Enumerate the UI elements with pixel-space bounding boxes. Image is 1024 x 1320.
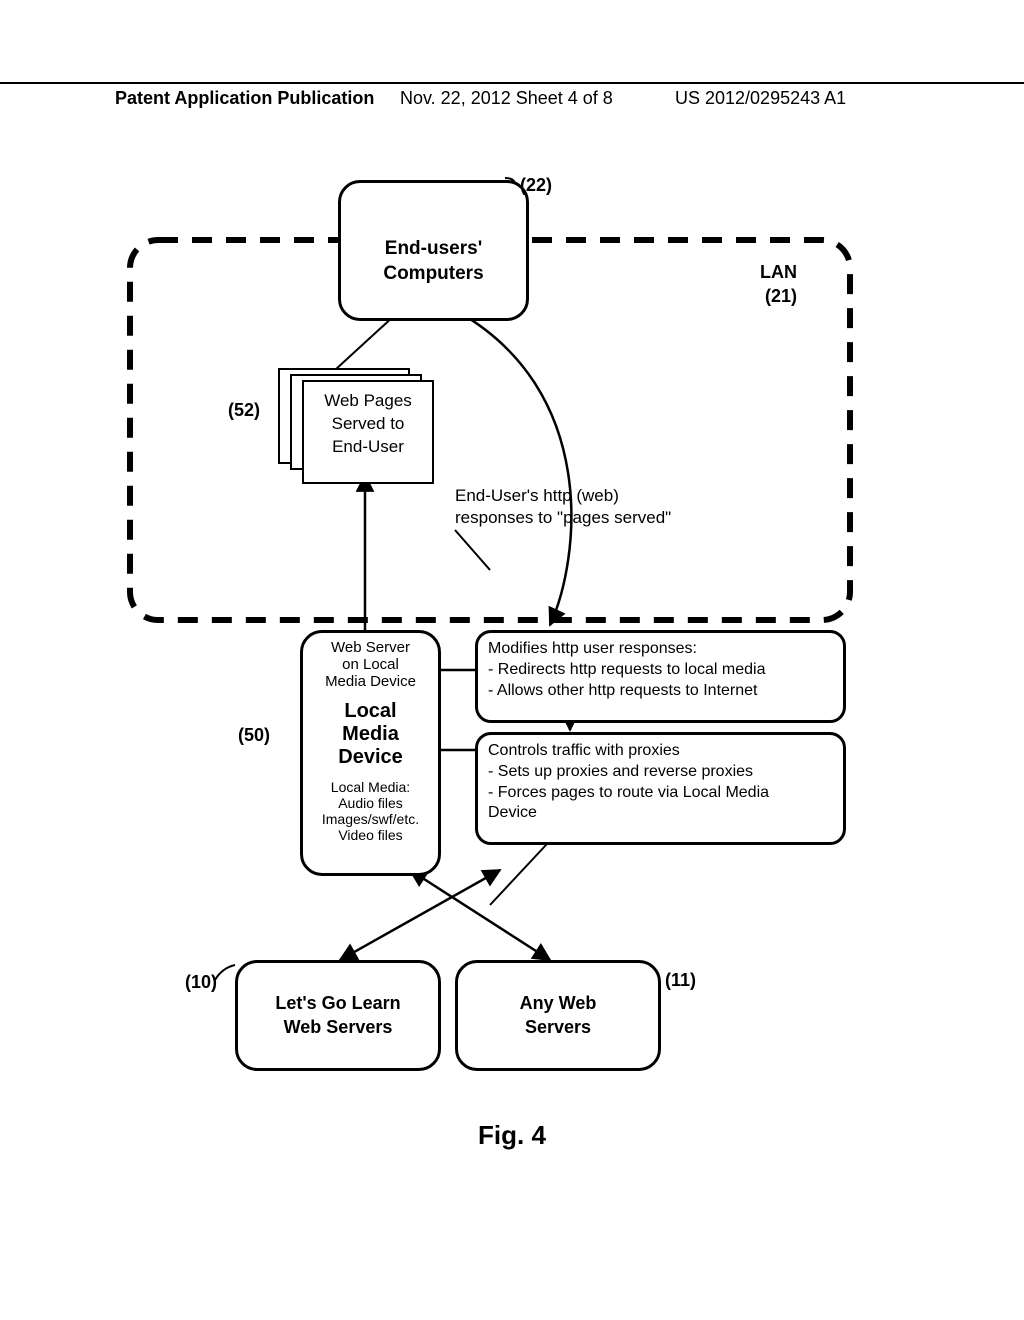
mod-l1: Modifies http user responses:	[488, 639, 833, 660]
lgl-l1: Let's Go Learn	[238, 993, 438, 1014]
label-10: (10)	[185, 972, 217, 993]
label-22: (22)	[520, 175, 552, 196]
any-web-box: Any Web Servers	[455, 960, 661, 1071]
figure-label: Fig. 4	[0, 1120, 1024, 1151]
lmd-s2: Audio files	[303, 795, 438, 811]
lmd-l3: Media Device	[303, 673, 438, 690]
label-50: (50)	[238, 725, 270, 746]
lgl-box: Let's Go Learn Web Servers	[235, 960, 441, 1071]
label-52: (52)	[228, 400, 260, 421]
label-21: (21)	[765, 286, 797, 307]
mod-l3: - Allows other http requests to Internet	[488, 681, 833, 702]
mod-l2: - Redirects http requests to local media	[488, 660, 833, 681]
any-l1: Any Web	[458, 993, 658, 1014]
webpages-l1: Web Pages	[304, 390, 432, 413]
modifies-box: Modifies http user responses: - Redirect…	[475, 630, 846, 723]
proxy-l1: Controls traffic with proxies	[488, 741, 833, 762]
end-users-line2: Computers	[341, 263, 526, 285]
lmd-b3: Device	[303, 746, 438, 769]
header-mid: Nov. 22, 2012 Sheet 4 of 8	[400, 88, 613, 109]
responses-l1: End-User's http (web)	[455, 485, 671, 507]
local-media-box: Web Server on Local Media Device Local M…	[300, 630, 441, 876]
end-users-line1: End-users'	[341, 238, 526, 260]
webpages-l2: Served to	[304, 413, 432, 436]
lmd-l2: on Local	[303, 656, 438, 673]
header-right: US 2012/0295243 A1	[675, 88, 846, 109]
label-11: (11)	[665, 970, 696, 991]
responses-label: End-User's http (web) responses to "page…	[455, 485, 671, 529]
proxy-l2: - Sets up proxies and reverse proxies	[488, 762, 833, 783]
page: Patent Application Publication Nov. 22, …	[0, 0, 1024, 1320]
label-lan: LAN	[760, 262, 797, 283]
webpages-box: Web Pages Served to End-User	[302, 380, 434, 484]
header-left: Patent Application Publication	[115, 88, 374, 109]
end-users-box: End-users' Computers	[338, 180, 529, 321]
lmd-s3: Images/swf/etc.	[303, 811, 438, 827]
lmd-s1: Local Media:	[303, 779, 438, 795]
lmd-b1: Local	[303, 700, 438, 723]
responses-l2: responses to "pages served"	[455, 507, 671, 529]
header-rule	[0, 82, 1024, 84]
lmd-l1: Web Server	[303, 639, 438, 656]
any-l2: Servers	[458, 1017, 658, 1038]
diagram: End-users' Computers (22) LAN (21) Web P…	[110, 170, 870, 1100]
lmd-b2: Media	[303, 723, 438, 746]
proxy-box: Controls traffic with proxies - Sets up …	[475, 732, 846, 845]
proxy-l3: - Forces pages to route via Local Media	[488, 783, 833, 804]
webpages-l3: End-User	[304, 436, 432, 459]
lmd-s4: Video files	[303, 827, 438, 843]
lgl-l2: Web Servers	[238, 1017, 438, 1038]
proxy-l4: Device	[488, 803, 833, 824]
